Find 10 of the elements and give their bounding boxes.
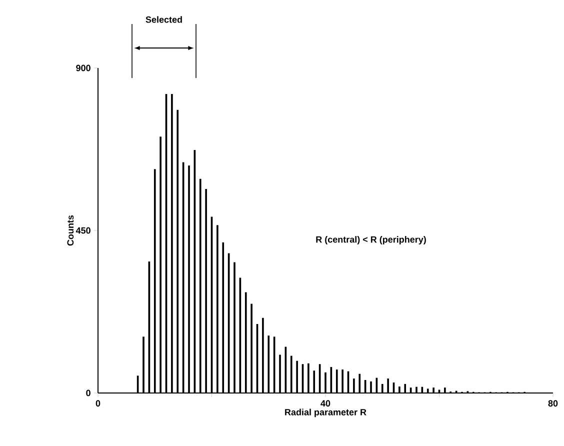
x-axis-title: Radial parameter R (285, 408, 366, 418)
y-tick-label: 450 (76, 227, 90, 234)
y-tick-label: 0 (86, 390, 90, 396)
x-tick-label: 80 (548, 400, 558, 407)
x-tick-label: 0 (96, 400, 100, 407)
annotation: R (central) < R (periphery) (316, 236, 426, 244)
x-tick-label: 40 (320, 400, 330, 407)
y-axis-title: Counts (67, 215, 74, 246)
text: Selected (146, 16, 182, 23)
y-tick-label: 900 (76, 64, 90, 72)
